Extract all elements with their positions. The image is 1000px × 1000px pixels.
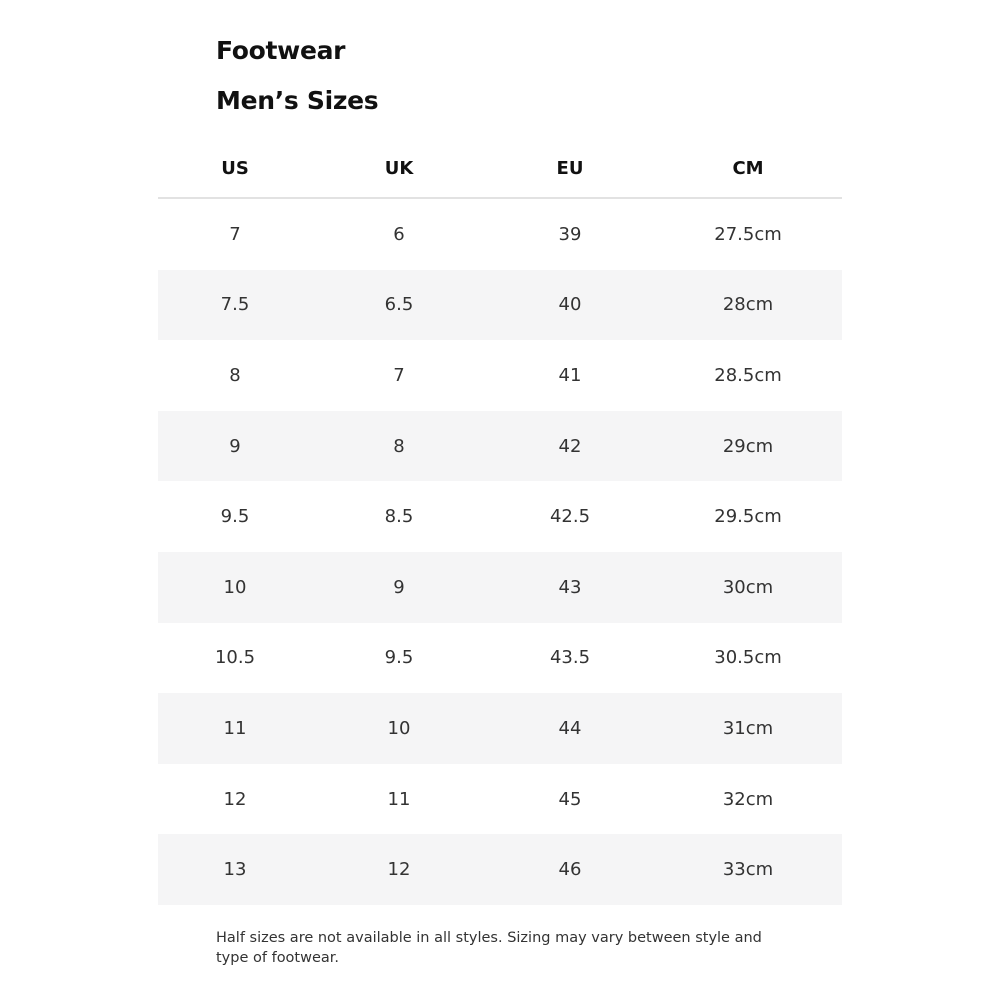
table-row: 10 9 43 30cm: [158, 551, 842, 623]
table-row: 12 11 45 32cm: [158, 764, 842, 835]
table-cell-us: 11: [223, 717, 247, 739]
table-cell-eu: 43: [558, 576, 582, 598]
table-cell-cm: 27.5cm: [714, 223, 782, 245]
table-row: 9.5 8.5 42.5 29.5cm: [158, 481, 842, 552]
table-cell-uk: 11: [387, 788, 411, 810]
table-cell-eu: 41: [558, 364, 582, 386]
table-cell-eu: 39: [558, 223, 582, 245]
table-cell-us: 7.5: [220, 294, 250, 316]
table-cell-uk: 8.5: [384, 506, 414, 528]
table-cell-uk: 6: [393, 223, 405, 245]
table-cell-us: 7: [229, 223, 241, 245]
table-cell-cm: 30.5cm: [714, 647, 782, 669]
table-cell-cm: 29.5cm: [714, 506, 782, 528]
table-cell-cm: 33cm: [722, 859, 774, 881]
table-cell-uk: 12: [387, 859, 411, 881]
table-cell-uk: 7: [393, 364, 405, 386]
table-cell-us: 8: [229, 364, 241, 386]
table-row: 13 12 46 33cm: [158, 834, 842, 905]
table-cell-uk: 9: [393, 576, 405, 598]
table-row: 7 6 39 27.5cm: [158, 199, 842, 270]
table-cell-cm: 29cm: [722, 435, 774, 457]
table-row: 9 8 42 29cm: [158, 410, 842, 482]
table-cell-us: 10.5: [214, 647, 256, 669]
table-cell-uk: 8: [393, 435, 405, 457]
table-cell-cm: 31cm: [722, 717, 774, 739]
table-cell-eu: 44: [558, 717, 582, 739]
table-cell-eu: 40: [558, 294, 582, 316]
table-cell-uk: 9.5: [384, 647, 414, 669]
table-cell-cm: 32cm: [722, 788, 774, 810]
table-cell-uk: 10: [387, 717, 411, 739]
table-cell-cm: 30cm: [722, 576, 774, 598]
table-cell-eu: 43.5: [549, 647, 591, 669]
table-row: 7.5 6.5 40 28cm: [158, 269, 842, 341]
table-body: 7 6 39 27.5cm 7.5 6.5 40 28cm 8 7 41 28.5cm 9 8 42 29cm…: [158, 199, 842, 905]
table-cell-eu: 42.5: [549, 506, 591, 528]
table-cell-cm: 28cm: [722, 294, 774, 316]
table-cell-uk: 6.5: [384, 294, 414, 316]
table-cell-cm: 28.5cm: [714, 364, 782, 386]
table-row: 8 7 41 28.5cm: [158, 340, 842, 411]
table-cell-eu: 45: [558, 788, 582, 810]
table-cell-us: 10: [223, 576, 247, 598]
table-cell-us: 12: [223, 788, 247, 810]
column-header-cm: CM: [732, 158, 764, 179]
column-header-us: US: [221, 158, 249, 179]
size-table: US UK EU CM 7 6 39 27.5cm 7.5 6.5 40 28cm 8 7 41 28.5c…: [158, 140, 842, 905]
table-row: 11 10 44 31cm: [158, 693, 842, 764]
table-cell-us: 13: [223, 859, 247, 881]
page-title: Footwear: [216, 36, 346, 65]
page-subtitle: Men’s Sizes: [216, 86, 379, 115]
table-cell-eu: 42: [558, 435, 582, 457]
table-cell-eu: 46: [558, 859, 582, 881]
table-cell-us: 9.5: [220, 506, 250, 528]
column-header-eu: EU: [556, 158, 584, 179]
table-row: 10.5 9.5 43.5 30.5cm: [158, 623, 842, 694]
size-note: Half sizes are not available in all styl…: [216, 930, 762, 966]
column-header-uk: UK: [384, 158, 414, 179]
table-cell-us: 9: [229, 435, 241, 457]
table-header: US UK EU CM: [158, 140, 842, 199]
